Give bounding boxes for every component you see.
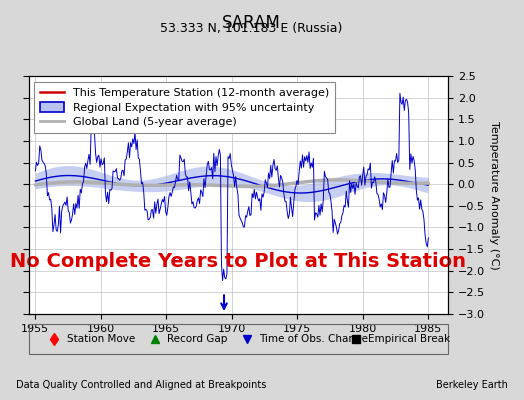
Text: Record Gap: Record Gap — [167, 334, 227, 344]
Text: Data Quality Controlled and Aligned at Breakpoints: Data Quality Controlled and Aligned at B… — [16, 380, 266, 390]
Text: Berkeley Earth: Berkeley Earth — [436, 380, 508, 390]
Y-axis label: Temperature Anomaly (°C): Temperature Anomaly (°C) — [489, 121, 499, 269]
Text: SARAM: SARAM — [222, 14, 281, 32]
Text: Time of Obs. Change: Time of Obs. Change — [259, 334, 368, 344]
Legend: This Temperature Station (12-month average), Regional Expectation with 95% uncer: This Temperature Station (12-month avera… — [35, 82, 335, 133]
Text: Station Move: Station Move — [67, 334, 135, 344]
Text: 53.333 N, 101.183 E (Russia): 53.333 N, 101.183 E (Russia) — [160, 22, 343, 35]
Text: Empirical Break: Empirical Break — [368, 334, 451, 344]
Text: No Complete Years to Plot at This Station: No Complete Years to Plot at This Statio… — [10, 252, 466, 271]
